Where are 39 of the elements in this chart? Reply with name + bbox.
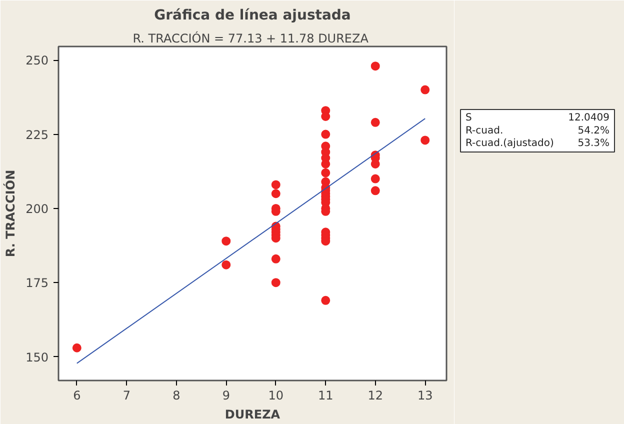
point [370,174,380,184]
point [370,118,380,127]
y-tick-label: 150 [26,350,48,364]
y-tick-label: 225 [26,128,48,142]
point [321,168,330,178]
x-tick-label: 13 [417,388,433,402]
point [321,296,330,305]
chart-subtitle: R. TRACCIÓN = 77.13 + 11.78 DUREZA [132,30,370,46]
point [271,278,280,288]
point [222,236,231,246]
y-tick-label: 250 [26,54,48,68]
text: 12.0409 [568,112,610,124]
y-axis-title: R. TRACCIÓN [2,170,18,258]
x-tick-label: 11 [318,388,334,402]
point [72,343,82,352]
x-tick-label: 7 [122,388,130,402]
x-tick-label: 8 [172,388,180,402]
point [420,136,430,145]
x-tick-label: 10 [268,388,284,402]
y-tick-label: 200 [26,202,48,216]
text: R-cuad.(ajustado) [466,138,554,149]
x-tick-label: 12 [368,388,384,402]
point [222,260,231,270]
x-tick-label: 6 [73,388,81,402]
point [420,85,430,94]
y-tick-label: 175 [26,276,48,290]
point [370,62,380,71]
point [370,186,380,196]
text: 54.2% [578,125,610,136]
x-tick-label: 9 [222,388,230,402]
text: S [466,112,472,124]
x-axis-title: DUREZA [224,408,281,422]
point [271,189,280,198]
text: 53.3% [578,138,610,149]
point [271,254,280,264]
point [271,180,280,190]
text: R-cuad. [466,125,504,136]
point [321,130,330,139]
chart-title: Gráfica de línea ajustada [154,8,351,24]
